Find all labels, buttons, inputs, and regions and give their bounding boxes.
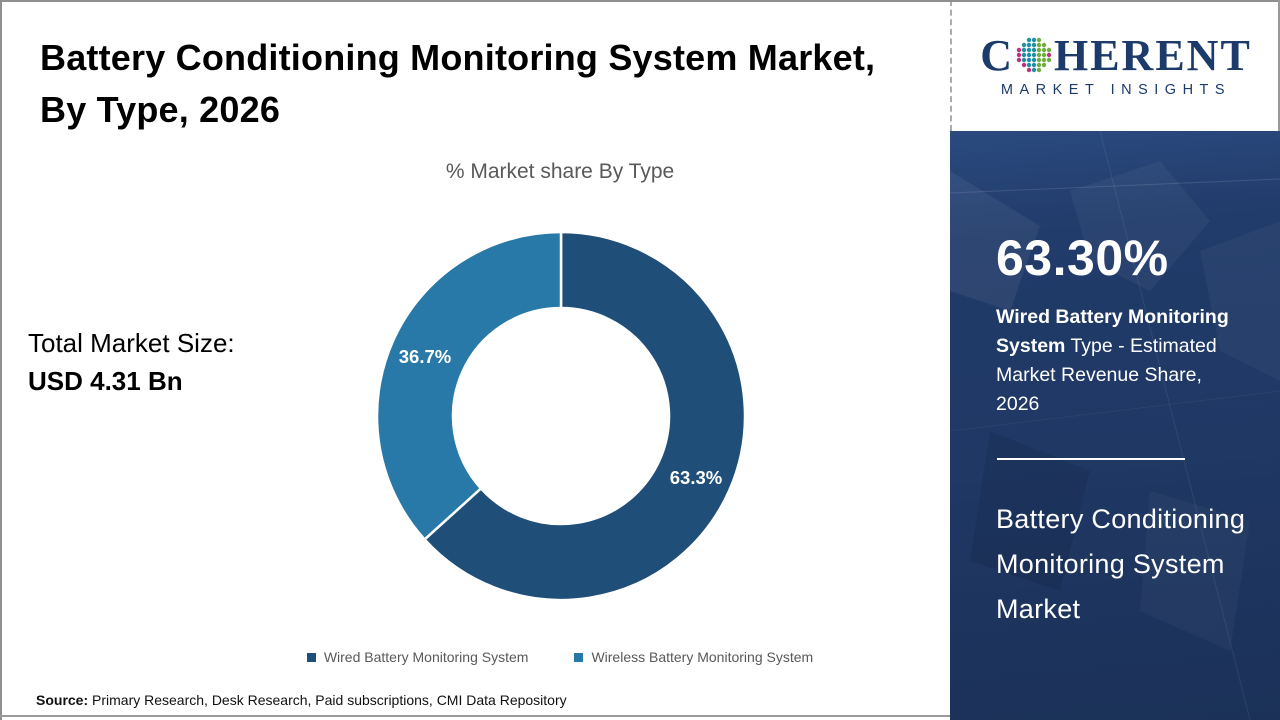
slice-label-wireless: 36.7%	[399, 346, 451, 367]
source-note: Source: Primary Research, Desk Research,…	[36, 692, 567, 708]
legend-label-wired: Wired Battery Monitoring System	[323, 649, 529, 665]
legend-item-wired: Wired Battery Monitoring System	[306, 649, 529, 665]
total-market-size-value: USD 4.31 Bn	[28, 366, 183, 396]
brand-logo-box: C HERENT MARKET INSIGHTS	[950, 0, 1280, 131]
source-label: Source:	[36, 692, 89, 708]
globe-dots-icon	[1016, 37, 1052, 72]
chart-legend: Wired Battery Monitoring System Wireless…	[90, 649, 1030, 665]
legend-marker-wireless	[574, 652, 584, 662]
legend-marker-wired	[306, 652, 316, 662]
frame-border-bottom	[0, 715, 950, 717]
page-title-line1: Battery Conditioning Monitoring System M…	[40, 37, 876, 78]
stat-value: 63.30%	[996, 230, 1169, 286]
chart-subtitle: % Market share By Type	[445, 160, 675, 183]
legend-label-wireless: Wireless Battery Monitoring System	[591, 649, 814, 665]
donut-slice-wired	[423, 230, 747, 602]
logo-letters-rest: HERENT	[1053, 30, 1252, 80]
legend-item-wireless: Wireless Battery Monitoring System	[574, 649, 813, 665]
stat-description-rest: Type - Estimated Market Revenue Share, 2…	[996, 335, 1217, 415]
stat-description-bold: Wired Battery Monitoring System	[996, 306, 1229, 357]
frame-border-right	[1278, 0, 1280, 131]
donut-slice-wireless	[375, 230, 563, 541]
logo-tagline: MARKET INSIGHTS	[1000, 81, 1232, 98]
panel-market-name: Battery Conditioning Monitoring System M…	[996, 504, 1246, 624]
slice-label-wired: 63.3%	[670, 467, 722, 488]
logo-letter-c: C	[980, 30, 1014, 80]
donut-chart-svg: 36.7% 63.3%	[375, 230, 747, 602]
highlight-panel: 63.30% Wired Battery Monitoring System T…	[950, 131, 1280, 720]
brand-logo: C HERENT	[980, 30, 1252, 80]
donut-chart: 36.7% 63.3%	[330, 200, 790, 640]
stat-description: Wired Battery Monitoring System Type - E…	[996, 303, 1248, 419]
total-market-size-label: Total Market Size:	[28, 328, 235, 358]
page-title-line2: By Type, 2026	[40, 89, 281, 130]
page-title: Battery Conditioning Monitoring System M…	[40, 32, 920, 136]
frame-border-top	[0, 0, 1280, 2]
source-text: Primary Research, Desk Research, Paid su…	[88, 692, 567, 708]
total-market-size: Total Market Size: USD 4.31 Bn	[28, 324, 235, 400]
frame-border-left	[0, 0, 2, 720]
panel-divider	[997, 458, 1185, 460]
world-map-decoration	[950, 131, 1280, 720]
